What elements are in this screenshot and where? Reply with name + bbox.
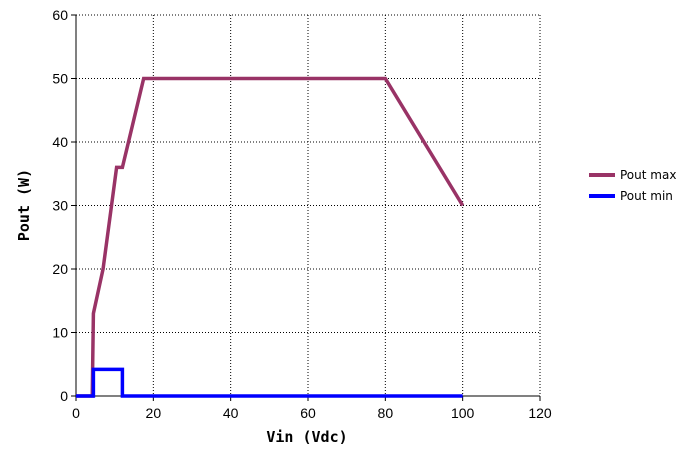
- x-axis-title: Vin (Vdc): [266, 428, 347, 446]
- series-line-pout-max: [76, 76, 465, 398]
- y-tick-label: 10: [52, 325, 68, 341]
- y-axis-title: Pout (W): [15, 169, 33, 241]
- x-tick-label: 60: [300, 405, 316, 421]
- series-line-pout-min: [76, 367, 463, 398]
- y-tick-label: 20: [52, 261, 68, 277]
- grid-layer: [76, 14, 541, 396]
- x-tick-label: 0: [72, 405, 80, 421]
- y-tick-label: 60: [52, 7, 68, 23]
- legend-label-pout-min: Pout min: [620, 189, 673, 203]
- y-tick-label: 40: [52, 134, 68, 150]
- y-tick-label: 50: [52, 71, 68, 87]
- legend-label-pout-max: Pout max: [620, 168, 676, 182]
- legend: Pout max Pout min: [589, 168, 676, 203]
- x-tick-label: 80: [378, 405, 394, 421]
- axes-layer: [71, 14, 541, 401]
- y-tick-label: 30: [52, 198, 68, 214]
- series-layer: [76, 76, 465, 398]
- x-tick-label: 120: [528, 405, 552, 421]
- x-tick-label: 100: [451, 405, 475, 421]
- x-tick-label: 20: [146, 405, 162, 421]
- x-tick-label: 40: [223, 405, 239, 421]
- tick-labels-layer: 0 20 40 60 80 100 120 0 10 20 30 40 50 60: [52, 7, 551, 421]
- y-tick-label: 0: [60, 388, 68, 404]
